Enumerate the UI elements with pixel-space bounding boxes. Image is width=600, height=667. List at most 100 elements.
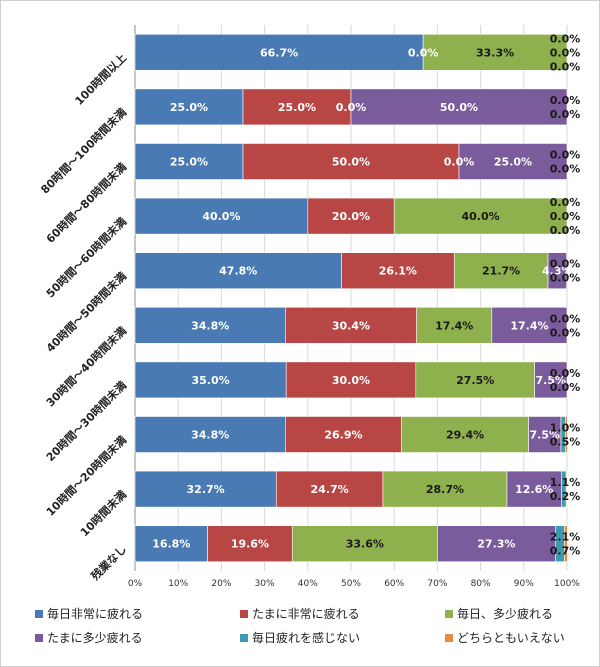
data-label: 50.0% — [440, 101, 478, 114]
data-label: 34.8% — [191, 319, 229, 332]
data-label: 1.0% — [550, 422, 581, 435]
data-label: 20.0% — [332, 210, 370, 223]
bar-segment — [453, 252, 549, 290]
legend-item: 毎日非常に疲れる — [35, 605, 143, 622]
bar-segment — [134, 361, 287, 399]
category-label: 残業なし — [88, 542, 129, 583]
data-label: 29.4% — [446, 429, 484, 442]
data-label: 0.0% — [444, 156, 475, 169]
data-label: 32.7% — [187, 483, 225, 496]
bar-segment — [134, 470, 277, 508]
data-label: 47.8% — [219, 265, 257, 278]
bar-segment — [422, 33, 568, 71]
legend-swatch — [240, 609, 248, 618]
x-tick-label: 10% — [168, 579, 188, 589]
bar-segment — [534, 361, 568, 399]
bar-segment — [134, 416, 286, 453]
bar-segment — [134, 88, 244, 126]
data-label: 26.1% — [379, 265, 417, 278]
legend-swatch — [445, 609, 453, 618]
data-label: 0.0% — [408, 46, 439, 59]
bar-segment — [134, 197, 309, 235]
x-tick-label: 80% — [471, 579, 491, 589]
data-label: 0.0% — [550, 32, 581, 45]
legend-swatch — [35, 609, 43, 618]
data-label: 1.1% — [550, 476, 581, 489]
bar-segment — [416, 306, 493, 344]
data-label: 0.0% — [550, 196, 581, 209]
data-label: 2.1% — [550, 531, 581, 544]
data-label: 21.7% — [482, 265, 520, 278]
data-label: 0.0% — [550, 210, 581, 223]
data-label: 19.6% — [231, 538, 269, 551]
bar-segment — [341, 252, 455, 290]
category-label: 100時間以上 — [72, 51, 129, 108]
bar-segment — [415, 361, 535, 399]
data-label: 0.0% — [550, 163, 581, 176]
x-tick-label: 20% — [211, 579, 231, 589]
x-tick-label: 70% — [427, 579, 447, 589]
bar-segment — [134, 525, 208, 563]
x-tick-label: 40% — [298, 579, 318, 589]
bar-segment — [134, 143, 244, 180]
data-label: 0.2% — [550, 490, 581, 503]
data-label: 7.5% — [536, 374, 567, 387]
data-label: 25.0% — [170, 101, 208, 114]
data-label: 0.0% — [550, 381, 581, 394]
bar-segment — [437, 525, 556, 563]
legend-swatch — [35, 633, 43, 642]
data-label: 17.4% — [435, 319, 473, 332]
data-label: 33.6% — [346, 538, 384, 551]
bar-segment — [285, 306, 417, 344]
legend-item: 毎日疲れを感じない — [240, 629, 360, 646]
legend-label: たまに多少疲れる — [47, 631, 143, 645]
x-tick-label: 60% — [384, 579, 404, 589]
data-label: 4.3% — [542, 265, 573, 278]
legend-label: たまに非常に疲れる — [252, 607, 360, 621]
x-tick-label: 30% — [255, 579, 275, 589]
data-label: 24.7% — [311, 483, 349, 496]
legend-swatch — [240, 633, 248, 642]
data-label: 0.0% — [336, 101, 367, 114]
bar-segment — [458, 143, 568, 180]
legend-label: 毎日非常に疲れる — [47, 607, 144, 621]
data-label: 0.0% — [550, 46, 581, 59]
bar-segment — [547, 252, 567, 290]
data-label: 40.0% — [202, 210, 240, 223]
data-label: 25.0% — [494, 156, 532, 169]
bar-segment — [491, 306, 568, 344]
data-label: 0.0% — [550, 224, 581, 237]
data-label: 0.0% — [550, 258, 581, 271]
bar-segment — [285, 416, 402, 453]
data-label: 27.3% — [477, 538, 515, 551]
bar-segment — [134, 306, 286, 344]
data-label: 40.0% — [462, 210, 500, 223]
data-label: 35.0% — [192, 374, 230, 387]
bar-segment — [393, 197, 568, 235]
category-label: 10時間未満 — [77, 487, 129, 539]
data-label: 17.4% — [510, 319, 548, 332]
x-tick-label: 90% — [514, 579, 534, 589]
bar-segment — [382, 470, 508, 508]
data-label: 0.7% — [550, 545, 581, 558]
data-label: 25.0% — [170, 156, 208, 169]
bar-segment — [291, 525, 438, 563]
data-label: 66.7% — [260, 46, 298, 59]
data-label: 0.0% — [550, 367, 581, 380]
data-label: 28.7% — [426, 483, 464, 496]
data-label: 0.0% — [550, 312, 581, 325]
legend-item: たまに非常に疲れる — [240, 605, 360, 622]
data-label: 30.4% — [332, 319, 370, 332]
x-tick-label: 100% — [554, 579, 580, 589]
data-label: 34.8% — [191, 429, 229, 442]
x-tick-label: 50% — [341, 579, 361, 589]
data-label: 0.5% — [550, 436, 581, 449]
bar-segment — [242, 143, 460, 180]
data-label: 33.3% — [476, 46, 514, 59]
data-label: 16.8% — [152, 538, 190, 551]
data-label: 0.0% — [550, 94, 581, 107]
data-label: 0.0% — [550, 60, 581, 73]
data-label: 27.5% — [456, 374, 494, 387]
bar-segment — [285, 361, 417, 399]
